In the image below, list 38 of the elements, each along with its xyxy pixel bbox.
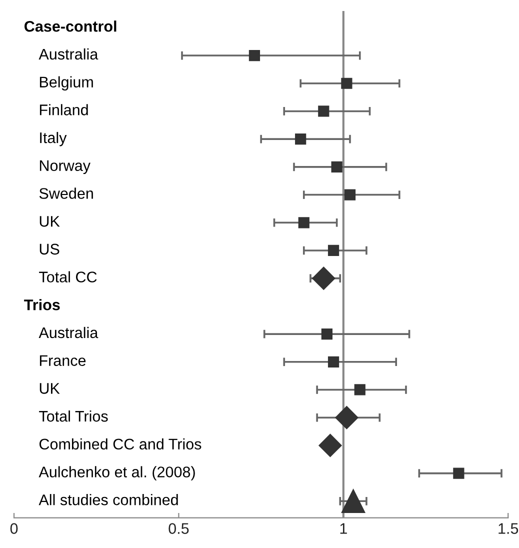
y-tick-label: Italy [40, 132, 67, 146]
y-tick-label: US [40, 244, 60, 255]
y-tick-label: Belgium [40, 76, 93, 90]
y-tick-label: Combined CC and Trios [39, 438, 202, 450]
y-tick-label: Sweden [39, 188, 93, 199]
x-tick-label: 1 [340, 523, 347, 534]
point [298, 217, 310, 228]
x-tick-label: 0 [10, 523, 18, 534]
y-tick-label: Aulchenko et al. (2008) [38, 466, 195, 480]
point [341, 78, 352, 89]
point [328, 356, 340, 368]
y-tick-label: Norway [40, 160, 90, 174]
x-tick-label: 0.5 [168, 523, 189, 534]
point [341, 489, 366, 513]
y-tick-label: Australia [38, 48, 98, 60]
y-tick-label: UK [40, 383, 60, 394]
y-tick-label: Total Trios [39, 410, 108, 422]
point [318, 434, 342, 457]
y-tick-label: France [40, 355, 86, 366]
y-tick-label: Australia [38, 326, 98, 338]
y-tick-label: Case-control [24, 20, 116, 32]
y-tick-label: Total CC [39, 271, 97, 282]
y-tick-label: UK [40, 216, 60, 227]
point [318, 106, 330, 117]
y-tick-label: All studies combined [38, 494, 178, 506]
point [335, 406, 358, 430]
point [344, 189, 356, 200]
y-tick-label: Finland [40, 104, 88, 116]
point [328, 244, 340, 256]
point [248, 50, 260, 62]
y-tick-label: Trios [24, 299, 60, 310]
point [312, 266, 336, 290]
point [354, 384, 366, 396]
point [321, 328, 332, 340]
point [453, 468, 464, 479]
point [295, 134, 306, 145]
x-tick-label: 1.5 [498, 523, 518, 534]
point [331, 161, 342, 172]
